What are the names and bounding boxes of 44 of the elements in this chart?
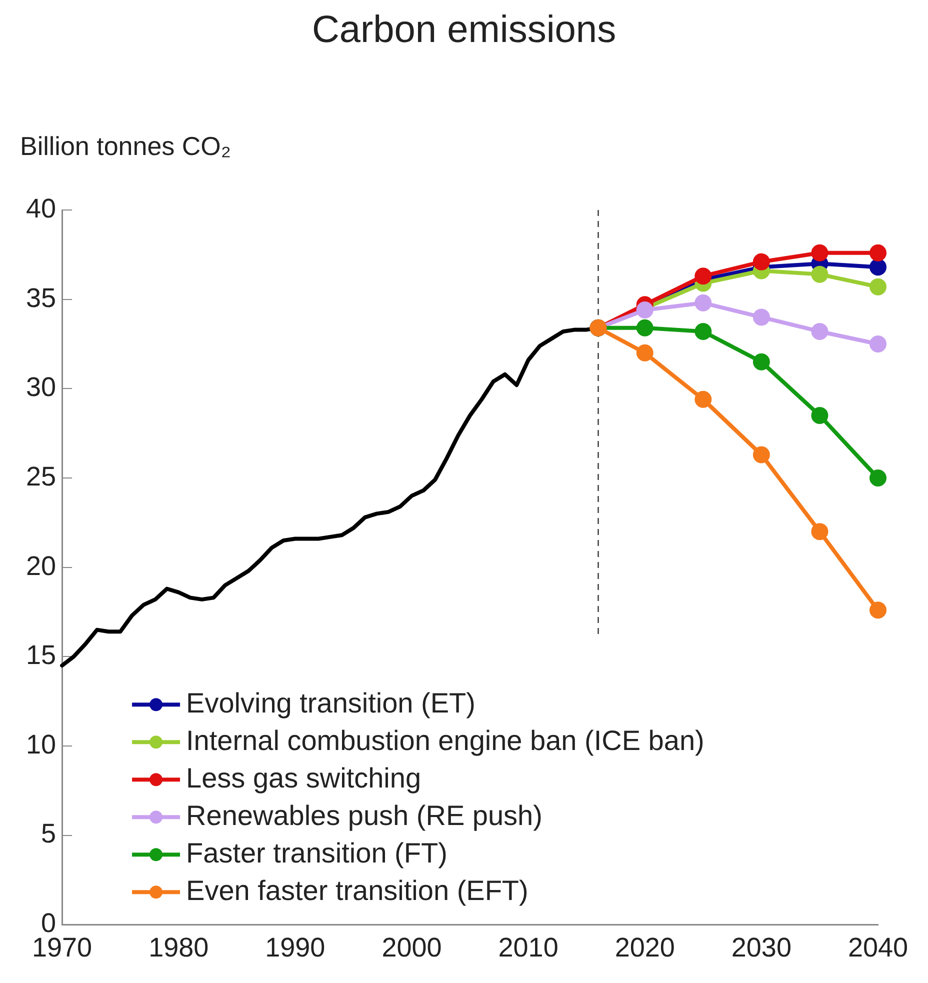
legend-label: Renewables push (RE push) — [186, 800, 542, 831]
point — [811, 266, 828, 283]
point — [752, 353, 770, 370]
x-tick-label: 2030 — [731, 932, 792, 962]
point — [870, 258, 886, 276]
y-tick-label: 40 — [26, 193, 56, 224]
x-tick-label: 1980 — [148, 932, 209, 962]
x-tick-label: 2010 — [498, 932, 558, 962]
point — [694, 322, 712, 340]
x-tick-label: 2000 — [382, 932, 442, 962]
point — [636, 319, 654, 336]
point — [870, 469, 886, 486]
point — [811, 523, 828, 540]
x-tick-label: 2040 — [848, 932, 908, 962]
legend-label: Faster transition (FT) — [186, 837, 448, 868]
y-tick-label: 20 — [26, 550, 56, 581]
legend-label: Internal combustion engine ban (ICE ban) — [186, 724, 704, 756]
y-tick-label: 15 — [26, 640, 56, 670]
x-tick-label: 1990 — [265, 932, 326, 962]
point — [752, 253, 770, 270]
y-tick-label: 5 — [41, 818, 56, 849]
legend-label: Even faster transition (EFT) — [186, 874, 528, 906]
y-tick-label: 10 — [26, 729, 56, 760]
point — [870, 335, 886, 352]
chart-title: Carbon emissions — [312, 9, 616, 51]
point — [694, 390, 712, 408]
point — [811, 322, 828, 340]
point — [694, 294, 712, 312]
y-tick-label: 30 — [26, 372, 56, 402]
point — [870, 602, 886, 619]
y-tick-label: 35 — [26, 282, 56, 313]
point — [694, 268, 712, 285]
y-tick-label: 25 — [26, 461, 56, 492]
legend-label: Less gas switching — [186, 762, 422, 794]
point — [870, 244, 886, 262]
point — [752, 446, 770, 464]
point — [636, 344, 654, 362]
point — [811, 406, 828, 424]
y-axis-title: Billion tonnes CO₂ — [20, 131, 231, 161]
point — [752, 308, 770, 326]
point — [811, 244, 828, 262]
point — [870, 278, 886, 296]
x-tick-label: 2020 — [614, 932, 675, 962]
legend-label: Evolving transition (ET) — [186, 687, 476, 718]
